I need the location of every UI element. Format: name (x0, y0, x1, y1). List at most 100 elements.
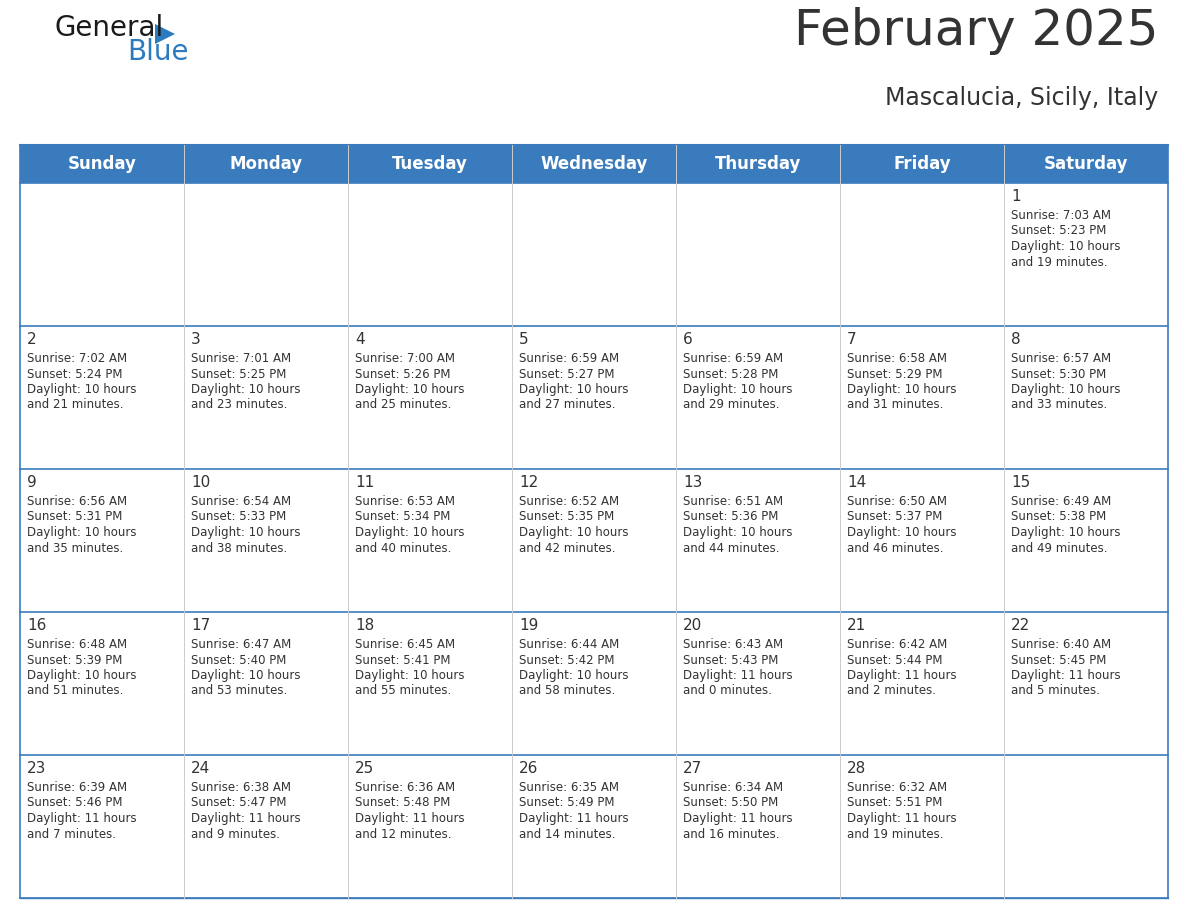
Text: Sunset: 5:49 PM: Sunset: 5:49 PM (519, 797, 614, 810)
Text: Daylight: 10 hours: Daylight: 10 hours (27, 669, 137, 682)
Text: and 21 minutes.: and 21 minutes. (27, 398, 124, 411)
Text: Daylight: 10 hours: Daylight: 10 hours (683, 526, 792, 539)
Text: 14: 14 (847, 475, 866, 490)
Text: 3: 3 (191, 332, 201, 347)
Text: 23: 23 (27, 761, 46, 776)
Text: and 19 minutes.: and 19 minutes. (847, 827, 943, 841)
Text: and 27 minutes.: and 27 minutes. (519, 398, 615, 411)
Bar (20, 469, 1168, 612)
Text: 2: 2 (27, 332, 37, 347)
Text: Daylight: 10 hours: Daylight: 10 hours (847, 526, 956, 539)
Bar (20, 183, 1168, 326)
Text: 6: 6 (683, 332, 693, 347)
Bar (20, 755, 1168, 898)
Text: Sunrise: 6:52 AM: Sunrise: 6:52 AM (519, 495, 619, 508)
Text: Daylight: 10 hours: Daylight: 10 hours (27, 383, 137, 396)
Text: Daylight: 11 hours: Daylight: 11 hours (191, 812, 301, 825)
Text: Daylight: 10 hours: Daylight: 10 hours (27, 526, 137, 539)
Text: and 35 minutes.: and 35 minutes. (27, 542, 124, 554)
Polygon shape (154, 24, 175, 44)
Text: Sunset: 5:26 PM: Sunset: 5:26 PM (355, 367, 450, 380)
Text: and 42 minutes.: and 42 minutes. (519, 542, 615, 554)
Text: Sunrise: 6:42 AM: Sunrise: 6:42 AM (847, 638, 947, 651)
Text: Blue: Blue (127, 38, 189, 66)
Text: and 53 minutes.: and 53 minutes. (191, 685, 287, 698)
Text: 22: 22 (1011, 618, 1030, 633)
Text: Daylight: 10 hours: Daylight: 10 hours (1011, 383, 1120, 396)
Text: Sunset: 5:44 PM: Sunset: 5:44 PM (847, 654, 942, 666)
Text: 16: 16 (27, 618, 46, 633)
Text: 4: 4 (355, 332, 365, 347)
Text: Sunset: 5:34 PM: Sunset: 5:34 PM (355, 510, 450, 523)
Text: Sunset: 5:30 PM: Sunset: 5:30 PM (1011, 367, 1106, 380)
Text: Sunset: 5:40 PM: Sunset: 5:40 PM (191, 654, 286, 666)
Text: 19: 19 (519, 618, 538, 633)
Text: Sunrise: 6:35 AM: Sunrise: 6:35 AM (519, 781, 619, 794)
Text: Sunrise: 6:59 AM: Sunrise: 6:59 AM (519, 352, 619, 365)
Text: Daylight: 11 hours: Daylight: 11 hours (683, 669, 792, 682)
Text: Daylight: 10 hours: Daylight: 10 hours (519, 526, 628, 539)
Text: Sunset: 5:45 PM: Sunset: 5:45 PM (1011, 654, 1106, 666)
Text: Daylight: 10 hours: Daylight: 10 hours (1011, 240, 1120, 253)
Text: 24: 24 (191, 761, 210, 776)
Text: 8: 8 (1011, 332, 1020, 347)
Text: Sunrise: 6:54 AM: Sunrise: 6:54 AM (191, 495, 291, 508)
Text: and 55 minutes.: and 55 minutes. (355, 685, 451, 698)
Text: Daylight: 10 hours: Daylight: 10 hours (519, 383, 628, 396)
Text: Sunrise: 7:00 AM: Sunrise: 7:00 AM (355, 352, 455, 365)
Text: Sunset: 5:39 PM: Sunset: 5:39 PM (27, 654, 122, 666)
Text: Daylight: 10 hours: Daylight: 10 hours (191, 669, 301, 682)
Text: Sunset: 5:43 PM: Sunset: 5:43 PM (683, 654, 778, 666)
Text: and 58 minutes.: and 58 minutes. (519, 685, 615, 698)
Text: and 7 minutes.: and 7 minutes. (27, 827, 116, 841)
Text: Daylight: 10 hours: Daylight: 10 hours (355, 526, 465, 539)
Text: Sunrise: 7:03 AM: Sunrise: 7:03 AM (1011, 209, 1111, 222)
Text: 15: 15 (1011, 475, 1030, 490)
Text: Sunrise: 6:57 AM: Sunrise: 6:57 AM (1011, 352, 1111, 365)
Text: Sunset: 5:28 PM: Sunset: 5:28 PM (683, 367, 778, 380)
Text: and 12 minutes.: and 12 minutes. (355, 827, 451, 841)
Text: Sunrise: 7:02 AM: Sunrise: 7:02 AM (27, 352, 127, 365)
Text: Friday: Friday (893, 155, 950, 173)
Text: Wednesday: Wednesday (541, 155, 647, 173)
Text: Sunrise: 6:39 AM: Sunrise: 6:39 AM (27, 781, 127, 794)
Text: Sunrise: 7:01 AM: Sunrise: 7:01 AM (191, 352, 291, 365)
Text: Sunrise: 6:56 AM: Sunrise: 6:56 AM (27, 495, 127, 508)
Text: Sunrise: 6:48 AM: Sunrise: 6:48 AM (27, 638, 127, 651)
Text: Tuesday: Tuesday (392, 155, 468, 173)
Text: Sunrise: 6:36 AM: Sunrise: 6:36 AM (355, 781, 455, 794)
Text: Sunset: 5:42 PM: Sunset: 5:42 PM (519, 654, 614, 666)
Text: Daylight: 10 hours: Daylight: 10 hours (355, 383, 465, 396)
Text: Sunset: 5:27 PM: Sunset: 5:27 PM (519, 367, 614, 380)
Text: and 9 minutes.: and 9 minutes. (191, 827, 280, 841)
Text: 27: 27 (683, 761, 702, 776)
Text: 17: 17 (191, 618, 210, 633)
Bar (20, 612, 1168, 755)
Text: Daylight: 11 hours: Daylight: 11 hours (519, 812, 628, 825)
Text: Sunset: 5:23 PM: Sunset: 5:23 PM (1011, 225, 1106, 238)
Text: Sunset: 5:37 PM: Sunset: 5:37 PM (847, 510, 942, 523)
Bar (20, 326, 1168, 469)
Text: Sunrise: 6:47 AM: Sunrise: 6:47 AM (191, 638, 291, 651)
Text: 28: 28 (847, 761, 866, 776)
Text: Sunset: 5:41 PM: Sunset: 5:41 PM (355, 654, 450, 666)
Text: and 5 minutes.: and 5 minutes. (1011, 685, 1100, 698)
Text: Sunset: 5:51 PM: Sunset: 5:51 PM (847, 797, 942, 810)
Text: and 23 minutes.: and 23 minutes. (191, 398, 287, 411)
Text: Sunset: 5:24 PM: Sunset: 5:24 PM (27, 367, 122, 380)
Text: Sunrise: 6:38 AM: Sunrise: 6:38 AM (191, 781, 291, 794)
Text: and 51 minutes.: and 51 minutes. (27, 685, 124, 698)
Text: Daylight: 10 hours: Daylight: 10 hours (191, 526, 301, 539)
Text: and 29 minutes.: and 29 minutes. (683, 398, 779, 411)
Text: Sunrise: 6:45 AM: Sunrise: 6:45 AM (355, 638, 455, 651)
Text: Daylight: 11 hours: Daylight: 11 hours (1011, 669, 1120, 682)
Text: Sunset: 5:36 PM: Sunset: 5:36 PM (683, 510, 778, 523)
Text: Sunset: 5:29 PM: Sunset: 5:29 PM (847, 367, 942, 380)
Text: Sunrise: 6:59 AM: Sunrise: 6:59 AM (683, 352, 783, 365)
Text: 7: 7 (847, 332, 857, 347)
Text: Sunset: 5:38 PM: Sunset: 5:38 PM (1011, 510, 1106, 523)
Text: Sunrise: 6:50 AM: Sunrise: 6:50 AM (847, 495, 947, 508)
Text: Sunset: 5:25 PM: Sunset: 5:25 PM (191, 367, 286, 380)
Text: Daylight: 11 hours: Daylight: 11 hours (847, 669, 956, 682)
Text: Saturday: Saturday (1044, 155, 1129, 173)
